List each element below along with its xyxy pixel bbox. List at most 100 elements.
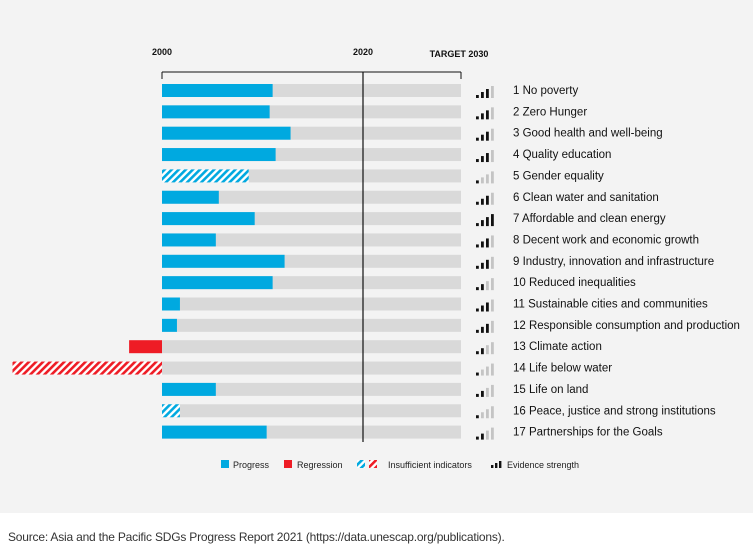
value-bar: [162, 297, 180, 311]
progress-track: [162, 361, 461, 375]
evidence-bar: [491, 107, 494, 120]
evidence-bar: [481, 262, 484, 269]
evidence-bar: [476, 137, 479, 141]
evidence-bar: [491, 406, 494, 419]
evidence-bar: [486, 195, 489, 205]
evidence-bar: [486, 153, 489, 163]
evidence-bar: [481, 369, 484, 376]
value-bar: [162, 404, 180, 418]
legend-insufficient-blue-swatch: [357, 460, 365, 468]
evidence-bar: [486, 259, 489, 269]
evidence-bar: [481, 198, 484, 205]
legend-regression-swatch: [284, 460, 292, 468]
goal-label: 11 Sustainable cities and communities: [513, 299, 708, 311]
evidence-bar: [476, 351, 479, 355]
evidence-bar: [486, 89, 489, 98]
goal-label: 16 Peace, justice and strong institution…: [513, 405, 716, 417]
evidence-bar: [491, 150, 494, 163]
goal-label: 5 Gender equality: [513, 170, 604, 182]
goal-label: 17 Partnerships for the Goals: [513, 427, 663, 439]
evidence-bar: [486, 281, 489, 291]
goal-label: 12 Responsible consumption and productio…: [513, 320, 740, 332]
legend-evidence-bar: [495, 463, 498, 468]
evidence-bar: [476, 180, 479, 184]
evidence-bar: [486, 366, 489, 376]
chart-panel: 2000 2020 TARGET 2030 1 No poverty 2 Zero Hu…: [0, 0, 753, 513]
evidence-bar: [491, 278, 494, 291]
progress-track: [162, 404, 461, 418]
evidence-bar: [481, 326, 484, 333]
sdg-progress-chart: 2000 2020 TARGET 2030 1 No poverty 2 Zero Hu…: [12, 47, 740, 470]
evidence-bar: [476, 244, 479, 248]
evidence-bar: [476, 436, 479, 440]
value-bar: [162, 254, 285, 268]
evidence-bar: [481, 92, 484, 98]
value-bar: [162, 212, 255, 226]
legend-regression-label: Regression: [297, 460, 343, 470]
evidence-bar: [481, 412, 484, 419]
goal-label: 14 Life below water: [513, 363, 612, 375]
goal-label: 15 Life on land: [513, 384, 588, 396]
legend-insufficient-label: Insufficient indicators: [388, 460, 472, 470]
evidence-bar: [486, 409, 489, 419]
evidence-bar: [491, 342, 494, 355]
value-bar: [162, 276, 273, 290]
evidence-bar: [481, 134, 484, 141]
value-bar: [162, 84, 273, 97]
evidence-bar: [486, 174, 489, 184]
axis-label-start: 2000: [152, 47, 172, 57]
evidence-bar: [491, 86, 494, 98]
evidence-bar: [476, 116, 479, 120]
evidence-bar: [476, 329, 479, 333]
value-bar: [162, 190, 219, 204]
goal-label: 10 Reduced inequalities: [513, 277, 636, 289]
evidence-bar: [486, 110, 489, 120]
evidence-bar: [491, 192, 494, 205]
value-bar: [162, 382, 216, 396]
evidence-bar: [491, 363, 494, 376]
evidence-bar: [481, 241, 484, 248]
value-bar: [162, 425, 267, 439]
goal-label: 8 Decent work and economic growth: [513, 234, 699, 246]
progress-track: [162, 382, 461, 396]
evidence-bar: [476, 201, 479, 205]
evidence-bar: [486, 430, 489, 440]
evidence-bar: [481, 433, 484, 440]
evidence-bar: [481, 348, 484, 355]
evidence-bar: [486, 217, 489, 227]
value-bar: [162, 169, 249, 183]
evidence-bar: [476, 308, 479, 312]
evidence-bar: [486, 345, 489, 355]
legend-progress-swatch: [221, 460, 229, 468]
evidence-bar: [486, 323, 489, 333]
evidence-bar: [481, 305, 484, 312]
goal-label: 9 Industry, innovation and infrastructur…: [513, 256, 714, 268]
evidence-bar: [481, 284, 484, 291]
legend-evidence-bar: [491, 465, 494, 468]
evidence-bar: [486, 131, 489, 141]
progress-track: [162, 297, 461, 311]
value-bar: [162, 233, 216, 247]
axis-label-target: TARGET 2030: [430, 49, 489, 59]
legend-evidence-bar: [499, 461, 502, 468]
evidence-bar: [486, 387, 489, 397]
goal-label: 7 Affordable and clean energy: [513, 213, 666, 225]
goal-label: 1 No poverty: [513, 85, 578, 97]
goal-label: 2 Zero Hunger: [513, 106, 587, 118]
axis-label-current: 2020: [353, 47, 373, 57]
evidence-bar: [481, 177, 484, 184]
evidence-bar: [491, 235, 494, 248]
evidence-bar: [476, 265, 479, 269]
evidence-bar: [491, 320, 494, 333]
goal-label: 4 Quality education: [513, 149, 611, 161]
progress-track: [162, 233, 461, 247]
evidence-bar: [491, 214, 494, 227]
evidence-bar: [476, 372, 479, 376]
evidence-bar: [491, 299, 494, 312]
value-bar: [162, 318, 177, 332]
evidence-bar: [481, 113, 484, 120]
goal-label: 6 Clean water and sanitation: [513, 192, 659, 204]
legend-evidence-label: Evidence strength: [507, 460, 579, 470]
value-bar: [162, 148, 276, 162]
evidence-bar: [491, 384, 494, 397]
